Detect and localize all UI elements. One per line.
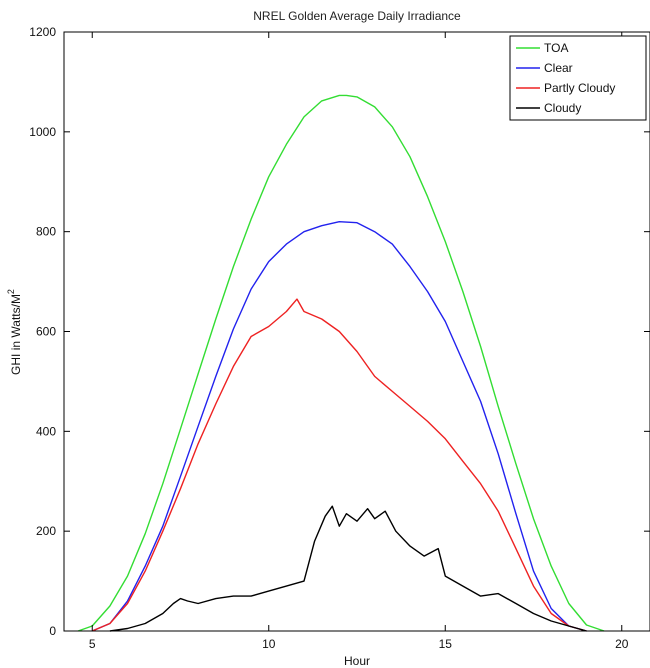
y-tick-label: 400 <box>36 424 56 438</box>
plot-background <box>64 32 650 631</box>
x-tick-label: 15 <box>439 637 453 651</box>
x-tick-label: 10 <box>262 637 276 651</box>
series-line-clear <box>91 220 587 632</box>
legend-label-clear: Clear <box>544 61 573 75</box>
x-tick-label: 5 <box>89 637 96 651</box>
x-axis-label: Hour <box>344 654 370 668</box>
y-tick-label: 200 <box>36 524 56 538</box>
legend-box <box>509 35 647 121</box>
legend-label-toa: TOA <box>544 41 568 55</box>
y-tick-label: 800 <box>36 225 56 239</box>
legend-label-partly-cloudy: Partly Cloudy <box>544 81 615 95</box>
y-tick-label: 0 <box>49 624 56 638</box>
x-tick-label: 20 <box>615 637 629 651</box>
chart-title: NREL Golden Average Daily Irradiance <box>253 9 461 23</box>
legend: TOA Clear Partly Cloudy Cloudy <box>509 35 647 121</box>
y-axis-label: GHI in Watts/M2 <box>6 289 23 375</box>
y-tick-label: 1200 <box>29 25 56 39</box>
y-axis-label-superscript: 2 <box>6 289 16 294</box>
y-tick-label: 1000 <box>29 125 56 139</box>
legend-label-cloudy: Cloudy <box>544 101 581 115</box>
y-axis-label-main: GHI in Watts/M <box>9 294 23 375</box>
series-line-cloudy <box>109 505 587 632</box>
series-layer <box>77 94 605 632</box>
series-line-toa <box>77 94 605 632</box>
y-tick-label: 600 <box>36 325 56 339</box>
series-line-partly-cloudy <box>91 298 587 632</box>
